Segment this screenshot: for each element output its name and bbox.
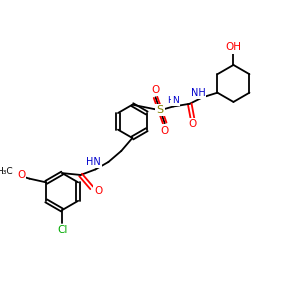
Text: H: H (167, 96, 174, 105)
Text: N: N (172, 96, 179, 105)
Text: O: O (160, 126, 169, 136)
Text: O: O (94, 186, 102, 196)
Text: HN: HN (86, 157, 101, 167)
Text: NH: NH (190, 88, 206, 98)
Text: OH: OH (225, 42, 242, 52)
Text: Cl: Cl (57, 225, 67, 236)
Text: O: O (188, 119, 196, 129)
Text: O: O (17, 170, 25, 180)
Text: H₃C: H₃C (0, 167, 13, 176)
Text: S: S (157, 105, 164, 115)
Text: O: O (152, 85, 160, 95)
